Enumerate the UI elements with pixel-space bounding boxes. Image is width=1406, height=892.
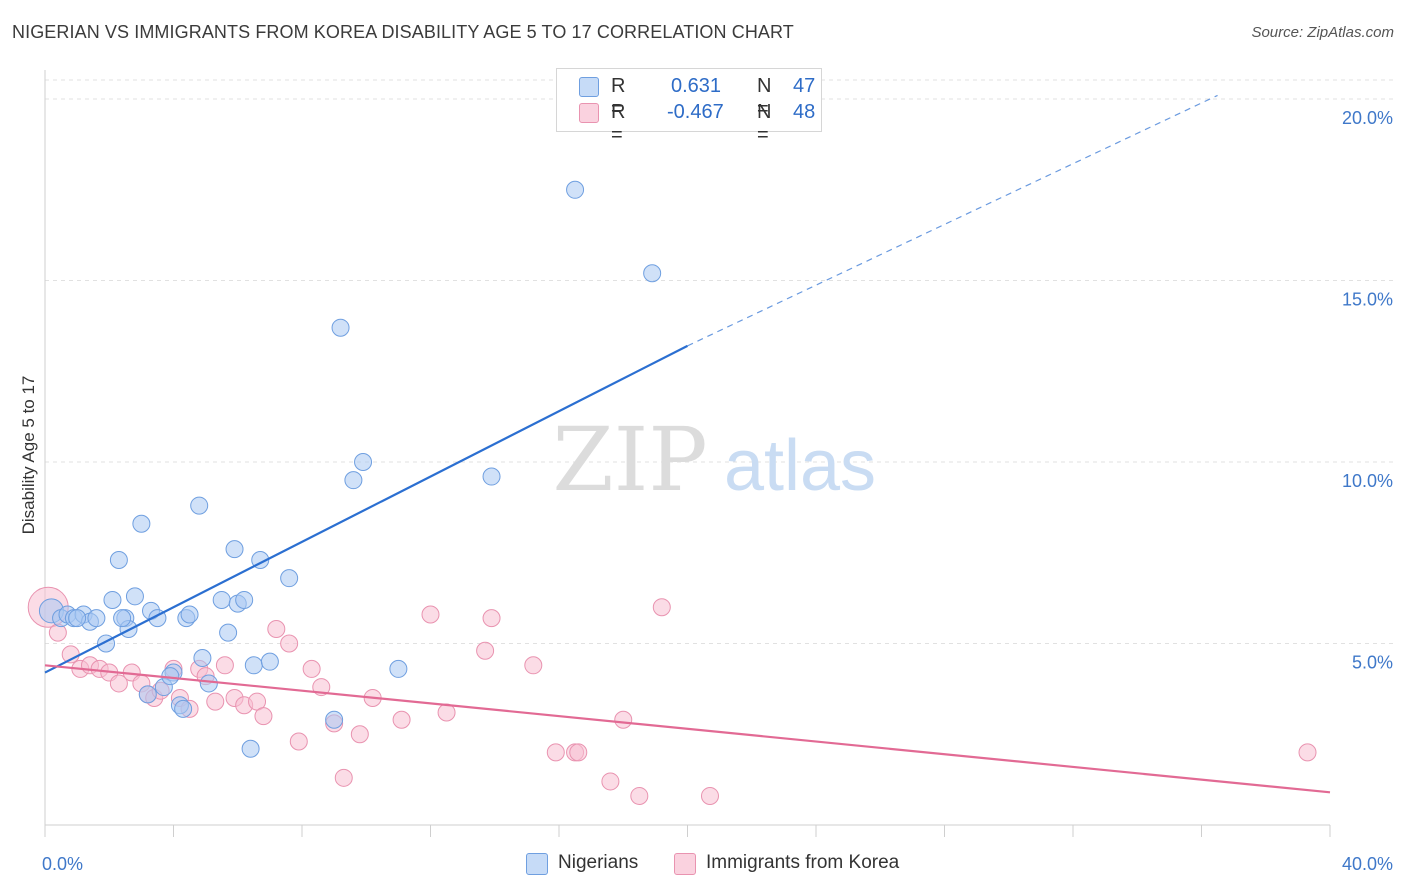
correlation-legend: R = 0.631 N = 47 R = -0.467 N = 48 bbox=[556, 68, 822, 146]
x-tick-label: 40.0% bbox=[1342, 854, 1393, 874]
data-point bbox=[482, 609, 501, 628]
data-point bbox=[546, 743, 565, 762]
y-axis-label: Disability Age 5 to 17 bbox=[19, 376, 38, 535]
data-point bbox=[643, 264, 662, 283]
data-point bbox=[87, 609, 106, 628]
data-point bbox=[524, 656, 543, 675]
data-point bbox=[569, 743, 588, 762]
data-point bbox=[614, 710, 633, 729]
series-nigerians bbox=[38, 180, 662, 758]
data-point bbox=[241, 739, 260, 758]
data-point bbox=[280, 569, 299, 588]
data-point bbox=[219, 623, 238, 642]
trend-line bbox=[44, 664, 1331, 794]
data-point bbox=[334, 768, 353, 787]
data-point bbox=[392, 710, 411, 729]
legend-swatch-pink bbox=[579, 103, 599, 123]
trend-lines bbox=[44, 94, 1331, 794]
axes bbox=[44, 70, 1331, 837]
data-point bbox=[244, 656, 263, 675]
data-point bbox=[302, 659, 321, 678]
legend-swatch-pink bbox=[674, 853, 696, 875]
data-point bbox=[566, 180, 585, 199]
data-point bbox=[482, 467, 501, 486]
watermark: ZIP atlas bbox=[552, 408, 876, 511]
data-point bbox=[280, 634, 299, 653]
data-point bbox=[601, 772, 620, 791]
legend-n-value: 47 bbox=[793, 75, 816, 97]
watermark-atlas: atlas bbox=[724, 426, 876, 506]
data-point bbox=[199, 674, 218, 693]
data-point bbox=[1298, 743, 1317, 762]
data-point bbox=[476, 641, 495, 660]
data-point bbox=[125, 587, 144, 606]
trend-line-extension bbox=[687, 94, 1218, 347]
data-point bbox=[267, 619, 286, 638]
chart-title: NIGERIAN VS IMMIGRANTS FROM KOREA DISABI… bbox=[12, 22, 794, 42]
data-point bbox=[350, 725, 369, 744]
data-point bbox=[132, 514, 151, 533]
series-immigrants-from-korea bbox=[27, 586, 1317, 805]
data-point bbox=[109, 674, 128, 693]
data-point bbox=[235, 590, 254, 609]
y-tick-label: 10.0% bbox=[1342, 471, 1393, 491]
watermark-zip: ZIP bbox=[552, 408, 707, 511]
data-point bbox=[421, 605, 440, 624]
data-point bbox=[215, 656, 234, 675]
data-point bbox=[260, 652, 279, 671]
data-point bbox=[289, 732, 308, 751]
data-point bbox=[190, 496, 209, 515]
gridlines bbox=[45, 79, 1395, 645]
data-point bbox=[354, 453, 373, 472]
legend-r-label: R = bbox=[611, 101, 626, 146]
data-point bbox=[700, 786, 719, 805]
legend-r-value: 0.631 bbox=[671, 75, 722, 97]
data-point bbox=[193, 649, 212, 668]
legend-n-label: N = bbox=[757, 101, 772, 146]
data-point bbox=[206, 692, 225, 711]
data-point bbox=[180, 605, 199, 624]
legend-swatch-blue bbox=[579, 77, 599, 97]
legend-label: Immigrants from Korea bbox=[706, 852, 900, 873]
data-point bbox=[652, 598, 671, 617]
data-point bbox=[109, 551, 128, 570]
trend-line bbox=[44, 344, 688, 674]
tick-labels: 5.0% 10.0% 15.0% 20.0% 0.0% 40.0% bbox=[42, 108, 1393, 874]
data-point bbox=[68, 609, 87, 628]
data-point bbox=[389, 659, 408, 678]
data-point bbox=[331, 318, 350, 337]
x-tick-label: 0.0% bbox=[42, 854, 83, 874]
data-point bbox=[113, 609, 132, 628]
legend-r-value: -0.467 bbox=[667, 101, 724, 123]
legend-r-label: R = bbox=[611, 75, 626, 120]
data-point bbox=[212, 590, 231, 609]
data-point bbox=[225, 540, 244, 559]
legend-n-label: N = bbox=[757, 75, 772, 120]
data-point bbox=[138, 685, 157, 704]
legend-label: Nigerians bbox=[558, 852, 639, 873]
data-point bbox=[325, 710, 344, 729]
y-tick-label: 5.0% bbox=[1352, 653, 1393, 673]
legend-swatch-blue bbox=[526, 853, 548, 875]
data-point bbox=[344, 471, 363, 490]
data-point bbox=[174, 699, 193, 718]
y-tick-label: 20.0% bbox=[1342, 108, 1393, 128]
data-point bbox=[630, 786, 649, 805]
data-point bbox=[254, 707, 273, 726]
source-credit: Source: ZipAtlas.com bbox=[1251, 24, 1394, 41]
y-tick-label: 15.0% bbox=[1342, 290, 1393, 310]
legend-n-value: 48 bbox=[793, 101, 816, 123]
data-point bbox=[103, 590, 122, 609]
